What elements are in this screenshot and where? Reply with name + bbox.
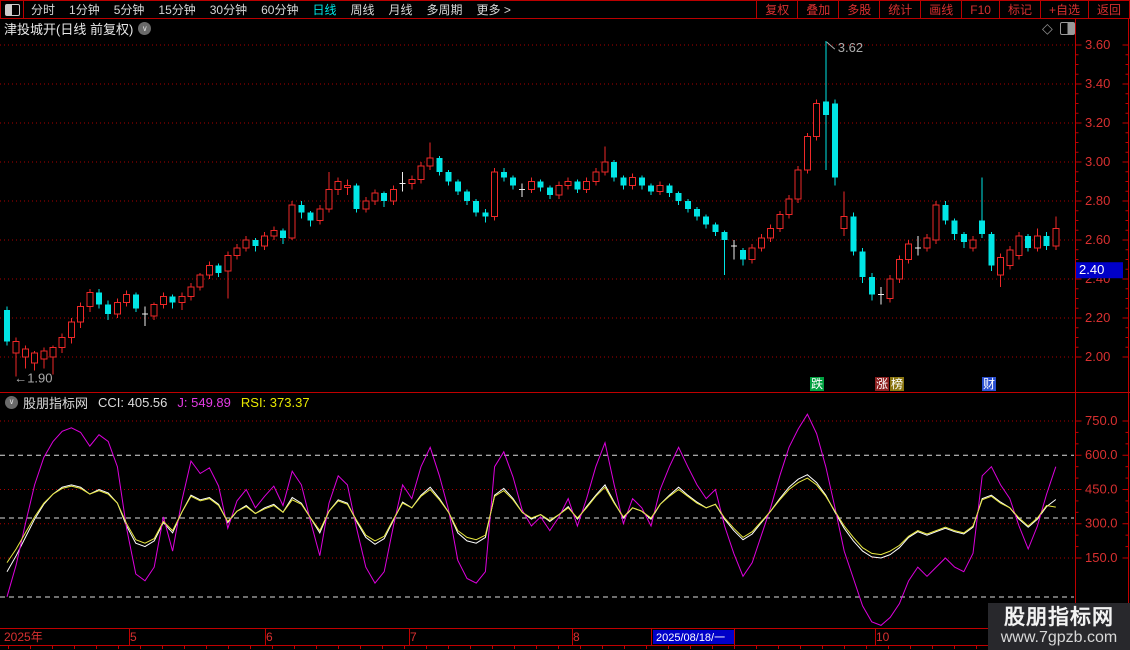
period-item[interactable]: 分时 bbox=[31, 3, 56, 17]
svg-text:7: 7 bbox=[410, 630, 417, 644]
svg-text:6: 6 bbox=[266, 630, 273, 644]
action-item[interactable]: 多股 bbox=[838, 1, 879, 18]
badge-涨[interactable]: 涨 bbox=[875, 377, 889, 391]
svg-text:2.00: 2.00 bbox=[1085, 349, 1110, 364]
top-toolbar: 分时 1分钟 5分钟 15分钟 30分钟 60分钟 日线 周线 月线 多周期 更多 > 复权 叠加 多股… bbox=[0, 0, 1130, 19]
indicator-header: ∨ 股朋指标网 CCI: 405.56 J: 549.89 RSI: 373.3… bbox=[0, 394, 310, 411]
rsi-value: RSI: 373.37 bbox=[240, 394, 310, 410]
action-item[interactable]: 统计 bbox=[879, 1, 920, 18]
svg-text:5: 5 bbox=[130, 630, 137, 644]
split-panel-icon bbox=[4, 3, 20, 16]
svg-text:3.60: 3.60 bbox=[1085, 37, 1110, 52]
action-item[interactable]: 叠加 bbox=[797, 1, 838, 18]
svg-text:2025年: 2025年 bbox=[4, 630, 43, 644]
action-item[interactable]: 复权 bbox=[756, 1, 797, 18]
period-item[interactable]: 15分钟 bbox=[158, 3, 196, 17]
period-item[interactable]: 更多 > bbox=[476, 3, 511, 17]
collapse-indicator-icon[interactable]: ∨ bbox=[5, 395, 18, 409]
watermark-url: www.7gpzb.com bbox=[1000, 629, 1118, 646]
svg-text:←1.90: ←1.90 bbox=[14, 371, 52, 386]
period-item[interactable]: 30分钟 bbox=[209, 3, 248, 17]
svg-text:3.62: 3.62 bbox=[838, 40, 863, 55]
watermark-site-name: 股朋指标网 bbox=[1004, 606, 1114, 629]
svg-text:2.60: 2.60 bbox=[1085, 232, 1110, 247]
period-item[interactable]: 日线 bbox=[312, 3, 337, 17]
period-item[interactable]: 周线 bbox=[350, 3, 375, 17]
window-split-button[interactable] bbox=[0, 1, 24, 18]
chart-title-bar: 津投城开(日线 前复权) ∨ ◇ bbox=[0, 19, 1075, 38]
diamond-icon[interactable]: ◇ bbox=[1042, 20, 1053, 36]
period-item[interactable]: 60分钟 bbox=[261, 3, 299, 17]
action-item[interactable]: 标记 bbox=[998, 1, 1040, 18]
svg-text:2.80: 2.80 bbox=[1085, 193, 1110, 208]
svg-text:3.20: 3.20 bbox=[1085, 115, 1110, 130]
svg-text:2.20: 2.20 bbox=[1085, 310, 1110, 325]
action-item[interactable]: 返回 bbox=[1087, 1, 1129, 18]
svg-text:300.0: 300.0 bbox=[1085, 516, 1118, 531]
badge-跌[interactable]: 跌 bbox=[810, 377, 824, 391]
chevron-down-icon[interactable]: ∨ bbox=[138, 22, 152, 35]
stock-title: 津投城开(日线 前复权) bbox=[4, 22, 134, 37]
badge-榜[interactable]: 榜 bbox=[890, 377, 904, 391]
j-value: J: 549.89 bbox=[177, 394, 231, 410]
period-item[interactable]: 月线 bbox=[388, 3, 413, 17]
period-item[interactable]: 1分钟 bbox=[69, 3, 100, 17]
action-menu: 复权 叠加 多股 统计 画线 F10 标记 +自选 返回 bbox=[756, 1, 1130, 18]
svg-text:600.0: 600.0 bbox=[1085, 447, 1118, 462]
badge-财[interactable]: 财 bbox=[982, 377, 996, 391]
action-item[interactable]: F10 bbox=[961, 1, 999, 18]
svg-text:3.40: 3.40 bbox=[1085, 76, 1110, 91]
svg-text:450.0: 450.0 bbox=[1085, 481, 1118, 496]
svg-text:2025/08/18/一: 2025/08/18/一 bbox=[656, 632, 725, 644]
svg-text:3.00: 3.00 bbox=[1085, 154, 1110, 169]
svg-text:8: 8 bbox=[573, 630, 580, 644]
period-menu: 分时 1分钟 5分钟 15分钟 30分钟 60分钟 日线 周线 月线 多周期 更多 > bbox=[24, 1, 518, 18]
svg-text:10: 10 bbox=[876, 630, 890, 644]
svg-text:2.40: 2.40 bbox=[1079, 262, 1104, 277]
action-item[interactable]: 画线 bbox=[920, 1, 961, 18]
indicator-source-label: 股朋指标网 bbox=[23, 395, 89, 411]
svg-text:750.0: 750.0 bbox=[1085, 413, 1118, 428]
watermark: 股朋指标网 www.7gpzb.com bbox=[988, 603, 1130, 650]
svg-text:2.40: 2.40 bbox=[1085, 271, 1110, 286]
svg-text:150.0: 150.0 bbox=[1085, 550, 1118, 565]
period-item[interactable]: 5分钟 bbox=[113, 3, 145, 17]
panel-toggle-icon[interactable] bbox=[1060, 22, 1075, 35]
action-item[interactable]: +自选 bbox=[1039, 1, 1088, 18]
cci-value: CCI: 405.56 bbox=[98, 394, 168, 410]
period-item[interactable]: 多周期 bbox=[426, 3, 463, 17]
